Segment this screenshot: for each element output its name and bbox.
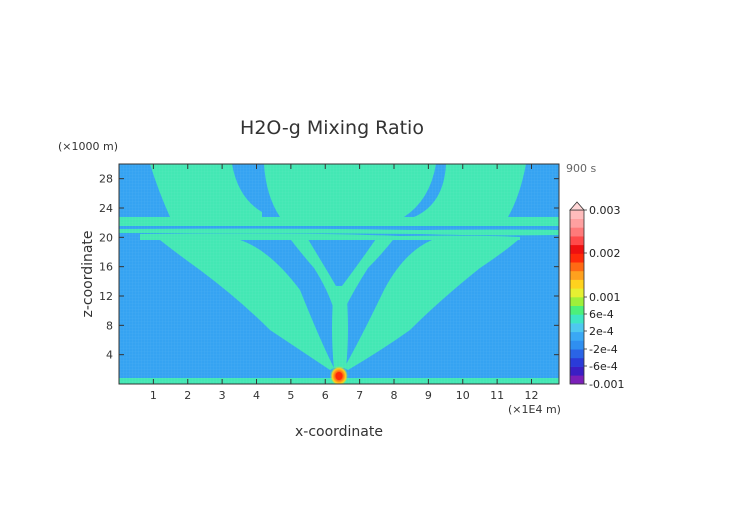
x-tick-label: 4 bbox=[253, 389, 260, 402]
y-tick-label: 12 bbox=[99, 290, 113, 303]
colorbar-label: -0.001 bbox=[589, 378, 624, 391]
colorbar-label: 2e-4 bbox=[589, 325, 614, 338]
x-tick-label: 11 bbox=[490, 389, 504, 402]
colorbar-extend-arrow bbox=[569, 201, 585, 211]
colorbar-swatch bbox=[570, 323, 584, 333]
x-axis-label: x-coordinate bbox=[295, 424, 383, 440]
colorbar-swatch bbox=[570, 375, 584, 385]
y-axis-label: z-coordinate bbox=[80, 230, 96, 317]
x-unit-label: (×1E4 m) bbox=[508, 403, 561, 416]
colorbar: 0.003 0.002 0.001 6e-4 2e-4 -2e-4 -6e-4 -0.001 bbox=[569, 201, 624, 391]
colorbar-label: 0.002 bbox=[589, 247, 621, 260]
colorbar-swatch bbox=[570, 244, 584, 254]
x-tick-label: 3 bbox=[219, 389, 226, 402]
colorbar-label: 0.003 bbox=[589, 204, 621, 217]
colorbar-swatch bbox=[570, 279, 584, 289]
x-tick-label: 6 bbox=[322, 389, 329, 402]
chart-title: H2O-g Mixing Ratio bbox=[240, 117, 424, 139]
colorbar-swatch bbox=[570, 210, 584, 219]
y-tick-label: 8 bbox=[106, 319, 113, 332]
x-tick-label: 12 bbox=[525, 389, 539, 402]
colorbar-swatch bbox=[570, 366, 584, 376]
colorbar-swatch bbox=[570, 331, 584, 341]
x-tick-label: 1 bbox=[150, 389, 157, 402]
y-tick-label: 16 bbox=[99, 261, 113, 274]
colorbar-swatch bbox=[570, 288, 584, 298]
x-tick-label: 8 bbox=[391, 389, 398, 402]
colorbar-swatch bbox=[570, 227, 584, 237]
x-tick-label: 7 bbox=[356, 389, 363, 402]
colorbar-swatch bbox=[570, 262, 584, 272]
colorbar-label: -2e-4 bbox=[589, 343, 618, 356]
x-axis: 1 2 3 4 5 6 7 8 9 10 11 12 bbox=[150, 164, 539, 402]
x-tick-label: 10 bbox=[456, 389, 470, 402]
colorbar-label: -6e-4 bbox=[589, 360, 618, 373]
colorbar-swatch bbox=[570, 270, 584, 280]
y-tick-label: 20 bbox=[99, 231, 113, 244]
colorbar-swatch bbox=[570, 218, 584, 228]
x-tick-label: 5 bbox=[287, 389, 294, 402]
plot-frame bbox=[118, 163, 560, 385]
colorbar-swatch bbox=[570, 357, 584, 367]
time-label: 900 s bbox=[566, 162, 596, 175]
colorbar-swatch bbox=[570, 349, 584, 359]
colorbar-label: 0.001 bbox=[589, 291, 621, 304]
grid-texture bbox=[119, 164, 559, 384]
y-tick-label: 24 bbox=[99, 202, 113, 215]
x-tick-label: 2 bbox=[184, 389, 191, 402]
y-tick-label: 4 bbox=[106, 349, 113, 362]
x-tick-label: 9 bbox=[425, 389, 432, 402]
colorbar-swatch bbox=[570, 314, 584, 324]
colorbar-swatch bbox=[570, 297, 584, 306]
colorbar-swatch bbox=[570, 236, 584, 246]
y-unit-label: (×1000 m) bbox=[58, 140, 118, 153]
moisture-source-core bbox=[335, 372, 343, 380]
y-tick-label: 28 bbox=[99, 173, 113, 186]
colorbar-swatch bbox=[570, 305, 584, 315]
y-axis: 4 8 12 16 20 24 28 bbox=[99, 173, 559, 362]
colorbar-swatch bbox=[570, 340, 584, 350]
colorbar-swatch bbox=[570, 253, 584, 263]
colorbar-label: 6e-4 bbox=[589, 308, 614, 321]
plot-area bbox=[119, 164, 559, 384]
